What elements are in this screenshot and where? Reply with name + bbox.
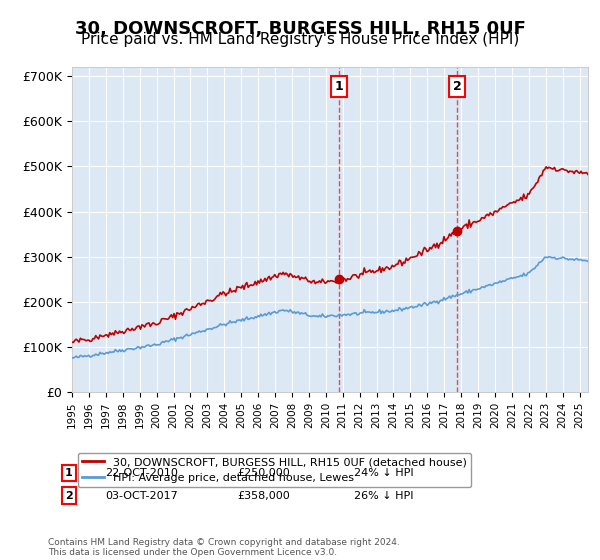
Text: 30, DOWNSCROFT, BURGESS HILL, RH15 0UF: 30, DOWNSCROFT, BURGESS HILL, RH15 0UF: [74, 20, 526, 38]
Text: £358,000: £358,000: [237, 491, 290, 501]
Legend: 30, DOWNSCROFT, BURGESS HILL, RH15 0UF (detached house), HPI: Average price, det: 30, DOWNSCROFT, BURGESS HILL, RH15 0UF (…: [77, 453, 472, 487]
Text: 1: 1: [65, 468, 73, 478]
Text: Price paid vs. HM Land Registry's House Price Index (HPI): Price paid vs. HM Land Registry's House …: [81, 32, 519, 48]
Text: £250,000: £250,000: [237, 468, 290, 478]
Text: Contains HM Land Registry data © Crown copyright and database right 2024.
This d: Contains HM Land Registry data © Crown c…: [48, 538, 400, 557]
Text: 22-OCT-2010: 22-OCT-2010: [105, 468, 178, 478]
Text: 26% ↓ HPI: 26% ↓ HPI: [354, 491, 413, 501]
Text: 2: 2: [452, 80, 461, 93]
Text: 03-OCT-2017: 03-OCT-2017: [105, 491, 178, 501]
Text: 24% ↓ HPI: 24% ↓ HPI: [354, 468, 413, 478]
Text: 1: 1: [335, 80, 344, 93]
Text: 2: 2: [65, 491, 73, 501]
